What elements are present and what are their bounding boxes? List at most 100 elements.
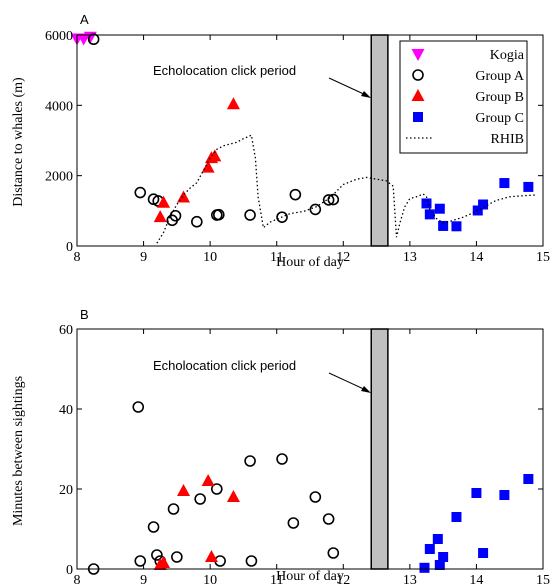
panel-b-annotation-arrow [328, 372, 369, 392]
panel-a-annotation-arrow [328, 77, 369, 97]
panel-a-y-tick-label: 4000 [45, 99, 73, 114]
panel-b-annotation: Echolocation click period [153, 358, 296, 373]
panel-b-x-tick-label: 8 [74, 573, 81, 584]
panel-b-group-b-point [157, 556, 171, 568]
panel-a-group-c-point [451, 221, 462, 232]
panel-b-group-a-point [194, 493, 206, 505]
panel-b-x-tick-label: 10 [203, 573, 217, 584]
panel-a-group-b-point [201, 160, 215, 173]
panel-a-y-axis-label: Distance to whales (m) [11, 77, 26, 207]
panel-a-label: A [80, 12, 89, 27]
panel-b-group-c-point [424, 544, 435, 554]
panel-b-group-a-point [244, 455, 256, 467]
panel-a-annotation-arrowhead [361, 91, 371, 98]
panel-a-group-a-point [212, 208, 225, 221]
panel-b-group-a-point [151, 549, 163, 561]
panel-b-group-a-point [171, 551, 183, 563]
panel-a-group-b-point [153, 210, 167, 223]
legend-group-a-label: Group A [475, 69, 525, 84]
panel-b-x-tick-label: 11 [270, 573, 283, 584]
panel-a-group-c-point [478, 199, 489, 210]
panel-b-group-c-point [523, 474, 534, 484]
panel-b-group-a-point [132, 401, 145, 413]
panel-b-x-tick-label: 13 [403, 573, 417, 584]
panel-a-group-c-point [434, 203, 445, 214]
panel-a-x-tick-label: 13 [403, 250, 417, 265]
panel-a-group-c-point [523, 181, 534, 192]
panel-b-group-c-point [438, 552, 449, 562]
panel-b-group-c-point [499, 490, 510, 500]
legend-group-a-swatch [412, 69, 424, 81]
panel-a-group-c-point [424, 209, 435, 220]
panel-a-y-tick-label: 2000 [45, 170, 73, 185]
panel-b-group-a-point [211, 483, 223, 495]
panel-a-group-a-point [169, 209, 182, 222]
panel-b-group-c-point [478, 548, 489, 558]
panel-b-x-tick-label: 14 [469, 573, 483, 584]
panel-a-group-a-point [244, 209, 256, 221]
panel-b-group-a-point [245, 555, 258, 567]
panel-a-annotation: Echolocation click period [153, 63, 296, 78]
panel-a-x-tick-label: 10 [203, 250, 217, 265]
panel-a-group-b-point [208, 149, 222, 162]
panel-a-x-tick-label: 8 [74, 250, 81, 265]
panel-a-x-tick-label: 15 [536, 250, 550, 265]
legend-group-b-label: Group B [475, 90, 524, 105]
panel-a-group-c-point [421, 198, 432, 209]
panel-a-group-a-point [327, 193, 340, 206]
panel-a-rhib-line [156, 134, 537, 244]
panel-b-group-a-point [309, 491, 322, 503]
legend-kogia-swatch [411, 49, 425, 61]
panel-b-y-tick-label: 0 [66, 563, 73, 578]
panel-b-x-tick-label: 12 [336, 573, 350, 584]
panel-a: A 8 9 10 11 12 13 14 15 0 2000 4000 6000 Echolocati… [11, 12, 550, 270]
panel-b-y-tick-label: 60 [59, 323, 73, 338]
panel-b-group-b-point [226, 490, 240, 502]
panel-b-group-c-point [451, 512, 462, 522]
legend-group-c-swatch [413, 112, 423, 122]
panel-b-plot-frame [76, 328, 544, 570]
panel-a-group-a-point [134, 186, 147, 199]
panel-b-group-c-point [434, 560, 445, 570]
panel-b-y-tick-label: 40 [59, 403, 73, 418]
panel-b-group-c-point [471, 488, 482, 498]
legend-group-b-swatch [411, 89, 425, 101]
panel-a-x-tick-label: 14 [469, 250, 483, 265]
panel-a-echolocation-period-bar [370, 34, 389, 247]
panel-b-group-a-point [287, 517, 300, 529]
panel-b-group-a-point [167, 503, 180, 515]
panel-a-x-tick-label: 12 [336, 250, 350, 265]
panel-b-group-c-point [432, 534, 443, 544]
panel-a-group-a-point [87, 33, 100, 46]
panel-a-x-tick-label: 9 [140, 250, 147, 265]
panel-a-group-a-point [309, 203, 322, 216]
panel-a-y-tick-label: 6000 [45, 29, 73, 44]
panel-a-group-c-point [499, 178, 510, 189]
panel-b-y-axis-label: Minutes between sightings [11, 376, 26, 526]
panel-b-group-a-point [322, 513, 335, 525]
legend-rhib-label: RHIB [491, 132, 524, 147]
panel-a-group-a-point [276, 211, 288, 223]
panel-b-label: B [80, 307, 89, 322]
legend: Kogia Group A Group B Group C RHIB [399, 40, 528, 154]
panel-b-group-b-point [201, 474, 215, 486]
panel-a-x-tick-label: 11 [270, 250, 283, 265]
panel-a-group-a-point [289, 188, 302, 201]
panel-b-group-a-point [276, 453, 288, 465]
panel-b-y-tick-label: 20 [59, 483, 73, 498]
panel-a-group-c-point [438, 220, 449, 231]
panel-b-x-tick-label: 9 [140, 573, 147, 584]
panel-a-group-b-point [226, 97, 240, 110]
legend-group-c-label: Group C [475, 111, 524, 126]
panel-b-x-axis-label: Hour of day [276, 569, 344, 584]
panel-a-group-a-point [322, 194, 335, 206]
panel-b-group-a-point [134, 555, 147, 567]
panel-a-group-b-point [157, 195, 171, 208]
panel-a-y-tick-label: 0 [66, 240, 73, 255]
panel-b-group-a-point [327, 547, 340, 559]
panel-a-group-a-point [191, 215, 203, 228]
panel-b-echolocation-period-bar [370, 328, 389, 570]
panel-b-group-c-point [419, 562, 430, 573]
panel-b: B 8 9 10 11 12 13 14 15 0 20 40 60 Echolocation cli… [11, 307, 550, 584]
